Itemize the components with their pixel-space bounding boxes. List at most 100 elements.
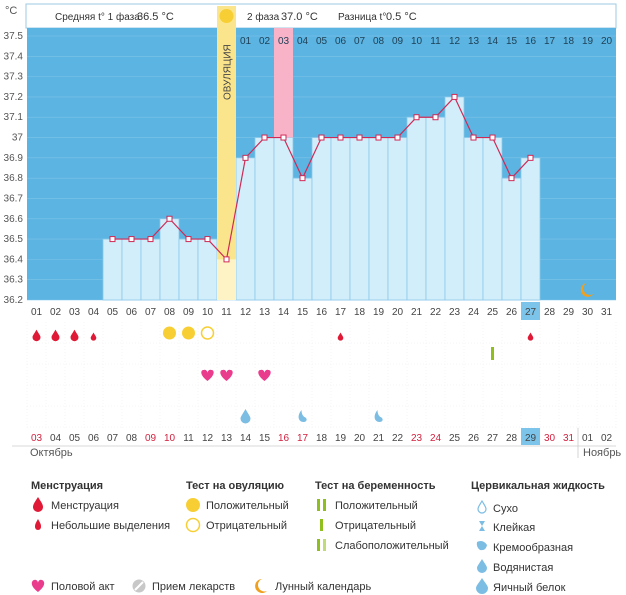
pregnancy-test-icon[interactable] (491, 347, 494, 360)
date-label[interactable]: 09 (145, 433, 157, 444)
date-label[interactable]: 11 (183, 433, 194, 444)
cycle-day-label[interactable]: 09 (183, 307, 195, 318)
date-label[interactable]: 21 (373, 433, 385, 444)
cycle-day-label[interactable]: 01 (31, 307, 43, 318)
date-label[interactable]: 01 (582, 433, 594, 444)
egg-white-drop-icon[interactable] (240, 409, 251, 424)
date-label[interactable]: 07 (107, 433, 119, 444)
date-label[interactable]: 31 (563, 433, 575, 444)
date-label[interactable]: 08 (126, 433, 138, 444)
date-label[interactable]: 05 (69, 433, 81, 444)
cycle-day-label[interactable]: 02 (50, 307, 62, 318)
date-label[interactable]: 23 (411, 433, 423, 444)
cycle-day-label[interactable]: 26 (506, 307, 518, 318)
temperature-point[interactable] (299, 175, 306, 182)
cycle-day-label[interactable]: 05 (107, 307, 119, 318)
temperature-point[interactable] (242, 154, 249, 161)
cycle-day-label[interactable]: 21 (411, 307, 423, 318)
date-label[interactable]: 26 (468, 433, 480, 444)
cycle-day-label[interactable]: 22 (430, 307, 442, 318)
moon-icon[interactable] (580, 283, 594, 297)
date-label[interactable]: 17 (297, 433, 309, 444)
ovulation-positive-icon[interactable] (182, 326, 195, 340)
temperature-point[interactable] (394, 134, 401, 141)
cycle-day-label[interactable]: 04 (88, 307, 100, 318)
heart-icon[interactable] (258, 369, 271, 381)
date-label[interactable]: 18 (316, 433, 328, 444)
cycle-day-label[interactable]: 12 (240, 307, 252, 318)
cycle-day-label[interactable]: 28 (544, 307, 556, 318)
temperature-point[interactable] (375, 134, 382, 141)
watery-drop-icon[interactable] (374, 410, 383, 422)
temperature-point[interactable] (318, 134, 325, 141)
cycle-day-label[interactable]: 30 (582, 307, 594, 318)
cycle-day-label[interactable]: 08 (164, 307, 176, 318)
cycle-day-label[interactable]: 10 (202, 307, 214, 318)
cycle-day-label[interactable]: 25 (487, 307, 499, 318)
cycle-day-label[interactable]: 11 (221, 307, 232, 318)
temperature-point[interactable] (204, 236, 211, 243)
cycle-day-label[interactable]: 27 (525, 307, 537, 318)
temperature-point[interactable] (432, 114, 439, 121)
date-label[interactable]: 06 (88, 433, 100, 444)
temperature-point[interactable] (280, 134, 287, 141)
watery-drop-icon[interactable] (298, 410, 307, 422)
date-label[interactable]: 15 (259, 433, 271, 444)
cycle-day-label[interactable]: 07 (145, 307, 157, 318)
heart-icon[interactable] (220, 369, 233, 381)
cycle-day-label[interactable]: 19 (373, 307, 385, 318)
cycle-day-label[interactable]: 15 (297, 307, 309, 318)
temperature-point[interactable] (413, 114, 420, 121)
spotting-drop-icon[interactable] (527, 332, 534, 341)
date-label[interactable]: 13 (221, 433, 233, 444)
temperature-point[interactable] (337, 134, 344, 141)
cycle-day-label[interactable]: 20 (392, 307, 404, 318)
date-label[interactable]: 29 (525, 433, 537, 444)
spotting-drop-icon[interactable] (90, 332, 97, 341)
temperature-point[interactable] (261, 134, 268, 141)
cycle-day-label[interactable]: 13 (259, 307, 271, 318)
date-label[interactable]: 16 (278, 433, 290, 444)
temperature-point[interactable] (147, 236, 154, 243)
cycle-day-label[interactable]: 06 (126, 307, 138, 318)
date-label[interactable]: 25 (449, 433, 461, 444)
cycle-day-label[interactable]: 23 (449, 307, 461, 318)
date-label[interactable]: 19 (335, 433, 347, 444)
cycle-day-label[interactable]: 16 (316, 307, 328, 318)
date-label[interactable]: 10 (164, 433, 176, 444)
ovulation-positive-icon[interactable] (163, 326, 176, 340)
cycle-day-label[interactable]: 17 (335, 307, 347, 318)
cycle-day-label[interactable]: 31 (601, 307, 613, 318)
date-label[interactable]: 02 (601, 433, 613, 444)
temperature-point[interactable] (185, 236, 192, 243)
temperature-point[interactable] (223, 256, 230, 263)
cycle-day-label[interactable]: 24 (468, 307, 480, 318)
date-label[interactable]: 27 (487, 433, 499, 444)
temperature-point[interactable] (166, 215, 173, 222)
date-label[interactable]: 20 (354, 433, 366, 444)
menstruation-drop-icon[interactable] (51, 329, 60, 342)
temperature-point[interactable] (451, 93, 458, 100)
cycle-day-label[interactable]: 03 (69, 307, 81, 318)
cycle-day-label[interactable]: 29 (563, 307, 575, 318)
temperature-point[interactable] (128, 236, 135, 243)
temperature-point[interactable] (527, 154, 534, 161)
heart-icon[interactable] (201, 369, 214, 381)
menstruation-drop-icon[interactable] (32, 329, 41, 342)
temperature-point[interactable] (356, 134, 363, 141)
date-label[interactable]: 12 (202, 433, 214, 444)
temperature-point[interactable] (109, 236, 116, 243)
temperature-point[interactable] (508, 175, 515, 182)
menstruation-drop-icon[interactable] (70, 329, 79, 342)
date-label[interactable]: 30 (544, 433, 556, 444)
date-label[interactable]: 22 (392, 433, 404, 444)
date-label[interactable]: 14 (240, 433, 252, 444)
temperature-point[interactable] (470, 134, 477, 141)
cycle-day-label[interactable]: 14 (278, 307, 290, 318)
temperature-point[interactable] (489, 134, 496, 141)
date-label[interactable]: 04 (50, 433, 62, 444)
date-label[interactable]: 24 (430, 433, 442, 444)
cycle-day-label[interactable]: 18 (354, 307, 366, 318)
spotting-drop-icon[interactable] (337, 332, 344, 341)
date-label[interactable]: 28 (506, 433, 518, 444)
